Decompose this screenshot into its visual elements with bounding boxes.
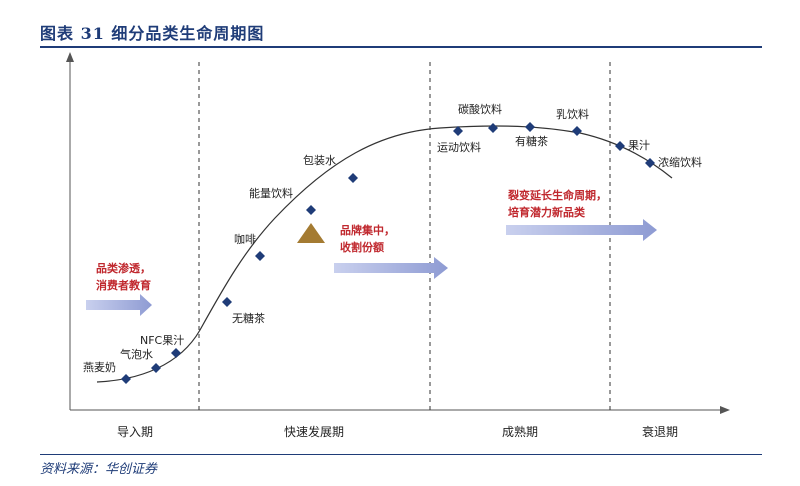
stage-label-decline: 衰退期 <box>642 424 678 439</box>
product-label: 浓缩饮料 <box>658 155 702 169</box>
product-label: 咖啡 <box>234 232 256 246</box>
annotation-line: 消费者教育 <box>96 278 151 292</box>
product-marker <box>348 173 358 183</box>
triangle-marker <box>297 223 325 243</box>
x-axis-arrowhead <box>720 406 730 414</box>
lifecycle-curve <box>96 125 673 383</box>
product-label: 无糖茶 <box>232 311 265 325</box>
stage-label-growth: 快速发展期 <box>284 424 344 439</box>
stage-arrow <box>334 257 448 279</box>
source-note: 资料来源：华创证券 <box>40 462 158 477</box>
product-label: 包装水 <box>303 154 336 167</box>
annotation-line: 收割份额 <box>340 240 384 254</box>
product-marker <box>151 363 161 373</box>
product-markers <box>121 122 655 384</box>
product-marker <box>171 348 181 358</box>
product-label: 碳酸饮料 <box>458 102 502 116</box>
annotation-line: 裂变延长生命周期， <box>507 188 607 202</box>
product-label: 乳饮料 <box>556 107 589 121</box>
product-marker <box>255 251 265 261</box>
product-label: 运动饮料 <box>437 140 481 154</box>
product-label: 有糖茶 <box>515 134 548 148</box>
y-axis-arrowhead <box>66 52 74 62</box>
product-label: NFC果汁 <box>140 334 184 347</box>
product-label: 气泡水 <box>120 347 153 361</box>
product-marker <box>615 141 625 151</box>
product-label: 燕麦奶 <box>83 360 116 374</box>
annotation-line: 品类渗透， <box>96 261 151 275</box>
stage-label-maturity: 成熟期 <box>502 424 538 439</box>
stage-label-intro: 导入期 <box>117 425 153 439</box>
figure-title-bar: 图表 31 细分品类生命周期图 <box>40 18 762 48</box>
source-divider <box>40 454 762 455</box>
product-marker <box>572 126 582 136</box>
figure-title: 图表 31 细分品类生命周期图 <box>40 24 265 43</box>
product-marker <box>645 158 655 168</box>
product-label: 能量饮料 <box>249 186 293 200</box>
product-label: 果汁 <box>628 139 650 152</box>
stage-arrow <box>506 219 657 241</box>
product-marker <box>525 122 535 132</box>
annotation-line: 培育潜力新品类 <box>508 205 586 219</box>
stage-arrow <box>86 294 152 316</box>
product-marker <box>453 126 463 136</box>
product-marker <box>306 205 316 215</box>
product-marker <box>222 297 232 307</box>
product-marker <box>488 123 498 133</box>
product-marker <box>121 374 131 384</box>
annotation-line: 品牌集中， <box>340 223 395 237</box>
